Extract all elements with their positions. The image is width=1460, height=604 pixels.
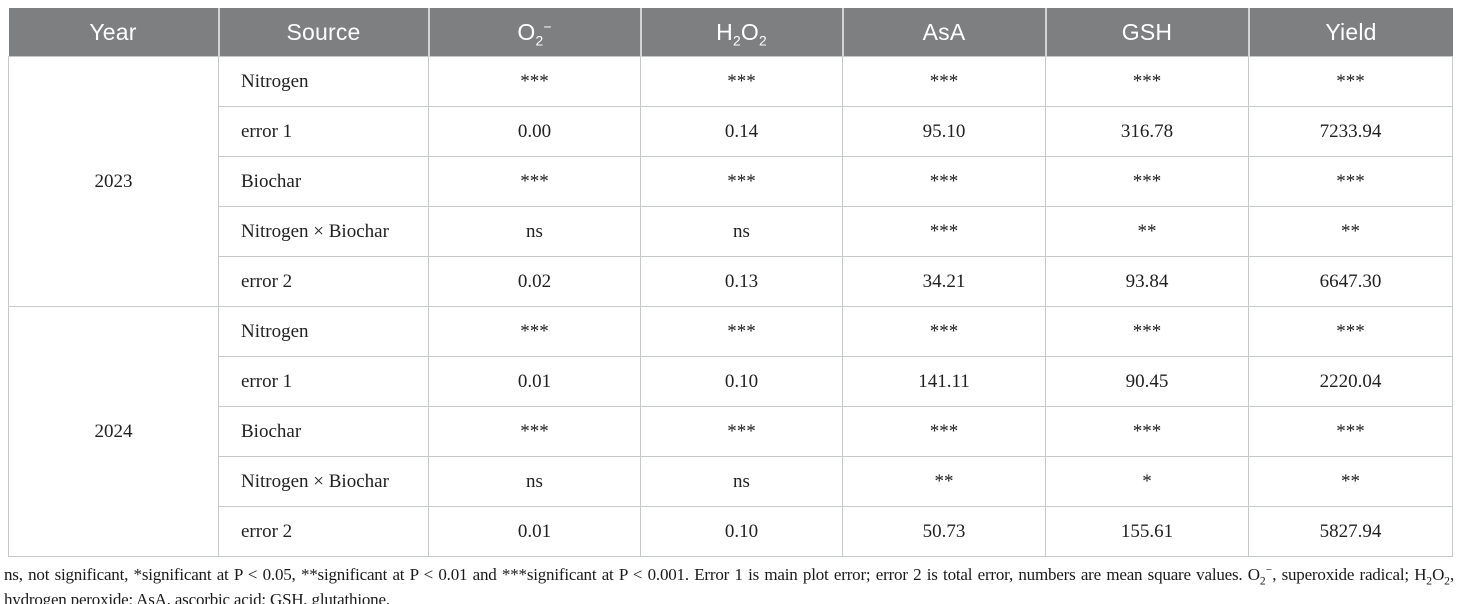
value-cell: 155.61 <box>1045 506 1249 557</box>
value-cell: *** <box>1045 406 1249 457</box>
source-cell: error 1 <box>218 106 429 157</box>
value-cell: ** <box>1045 206 1249 257</box>
year-cell: 2023 <box>8 56 219 307</box>
value-cell: 316.78 <box>1045 106 1249 157</box>
source-cell: error 2 <box>218 256 429 307</box>
source-cell: Nitrogen <box>218 306 429 357</box>
anova-table-page: Year Source O2− H2O2 AsA GSH Yield 2023 … <box>8 8 1453 557</box>
footnote-o2-subscript: 2 <box>1259 574 1266 588</box>
column-header-o2: O2− <box>428 8 642 57</box>
header-h2o2-sub2: 2 <box>758 33 767 49</box>
column-header-asa: AsA <box>842 8 1047 57</box>
value-cell: *** <box>428 56 641 107</box>
footnote-o2-superscript-minus: − <box>1265 563 1273 577</box>
footnote: ns, not significant, *significant at P <… <box>4 563 1454 604</box>
header-o2-superscript-minus: − <box>543 18 552 34</box>
footnote-h2o2-sub2: 2 <box>1444 574 1450 588</box>
value-cell: 5827.94 <box>1248 506 1453 557</box>
value-cell: *** <box>1248 56 1453 107</box>
value-cell: 0.10 <box>640 356 843 407</box>
value-cell: *** <box>1248 156 1453 207</box>
value-cell: 0.14 <box>640 106 843 157</box>
value-cell: 0.01 <box>428 506 641 557</box>
value-cell: *** <box>1045 56 1249 107</box>
source-cell: Nitrogen <box>218 56 429 107</box>
value-cell: 50.73 <box>842 506 1046 557</box>
anova-table: Year Source O2− H2O2 AsA GSH Yield 2023 … <box>8 8 1453 557</box>
value-cell: *** <box>842 306 1046 357</box>
value-cell: *** <box>640 406 843 457</box>
table-row: Nitrogen × Biochar ns ns ** * ** <box>9 456 1453 507</box>
footnote-h2o2-sub1: 2 <box>1426 574 1433 588</box>
value-cell: *** <box>842 406 1046 457</box>
table-row: error 1 0.01 0.10 141.11 90.45 2220.04 <box>9 356 1453 407</box>
value-cell: *** <box>842 206 1046 257</box>
column-header-h2o2: H2O2 <box>640 8 844 57</box>
value-cell: ns <box>640 206 843 257</box>
value-cell: ns <box>428 206 641 257</box>
value-cell: 0.02 <box>428 256 641 307</box>
year-cell: 2024 <box>8 306 219 557</box>
value-cell: 0.13 <box>640 256 843 307</box>
value-cell: 141.11 <box>842 356 1046 407</box>
value-cell: 90.45 <box>1045 356 1249 407</box>
value-cell: *** <box>842 56 1046 107</box>
source-cell: error 2 <box>218 506 429 557</box>
value-cell: *** <box>1045 306 1249 357</box>
value-cell: *** <box>842 156 1046 207</box>
header-h2o2-h: H <box>716 18 733 45</box>
value-cell: *** <box>1248 406 1453 457</box>
header-row: Year Source O2− H2O2 AsA GSH Yield <box>8 8 1453 57</box>
value-cell: *** <box>640 306 843 357</box>
footnote-text: , hydrogen peroxide; AsA, ascorbic acid;… <box>4 565 1454 604</box>
header-o2-subscript: 2 <box>535 33 544 49</box>
source-cell: Biochar <box>218 406 429 457</box>
footnote-text: , superoxide radical; H <box>1272 565 1427 584</box>
value-cell: 0.00 <box>428 106 641 157</box>
source-cell: Nitrogen × Biochar <box>218 206 429 257</box>
value-cell: * <box>1045 456 1249 507</box>
table-row: Biochar *** *** *** *** *** <box>9 406 1453 457</box>
value-cell: 0.10 <box>640 506 843 557</box>
value-cell: 2220.04 <box>1248 356 1453 407</box>
source-cell: Biochar <box>218 156 429 207</box>
table-row: 2024 Nitrogen *** *** *** *** *** <box>8 306 1453 557</box>
column-header-source: Source <box>218 8 430 57</box>
value-cell: 34.21 <box>842 256 1046 307</box>
table-row: error 2 0.01 0.10 50.73 155.61 5827.94 <box>9 506 1453 557</box>
value-cell: ** <box>1248 206 1453 257</box>
value-cell: *** <box>640 156 843 207</box>
table-row: error 1 0.00 0.14 95.10 316.78 7233.94 <box>9 106 1453 157</box>
value-cell: 0.01 <box>428 356 641 407</box>
table-row: 2023 Nitrogen *** *** *** *** *** <box>8 56 1453 307</box>
value-cell: *** <box>1248 306 1453 357</box>
footnote-text: O <box>1432 565 1445 584</box>
value-cell: ns <box>428 456 641 507</box>
table-row: Biochar *** *** *** *** *** <box>9 156 1453 207</box>
value-cell: *** <box>428 306 641 357</box>
value-cell: *** <box>428 156 641 207</box>
value-cell: ns <box>640 456 843 507</box>
table-row: error 2 0.02 0.13 34.21 93.84 6647.30 <box>9 256 1453 307</box>
value-cell: *** <box>428 406 641 457</box>
column-header-year: Year <box>8 8 220 57</box>
column-header-gsh: GSH <box>1045 8 1250 57</box>
header-o2-base: O <box>517 18 536 45</box>
table-row: Nitrogen × Biochar ns ns *** ** ** <box>9 206 1453 257</box>
value-cell: 6647.30 <box>1248 256 1453 307</box>
value-cell: 7233.94 <box>1248 106 1453 157</box>
header-h2o2-sub1: 2 <box>732 33 741 49</box>
column-header-yield: Yield <box>1248 8 1453 57</box>
value-cell: ** <box>842 456 1046 507</box>
source-cell: Nitrogen × Biochar <box>218 456 429 507</box>
value-cell: 95.10 <box>842 106 1046 157</box>
source-cell: error 1 <box>218 356 429 407</box>
header-h2o2-o: O <box>740 18 759 45</box>
value-cell: ** <box>1248 456 1453 507</box>
value-cell: *** <box>1045 156 1249 207</box>
value-cell: *** <box>640 56 843 107</box>
value-cell: 93.84 <box>1045 256 1249 307</box>
footnote-text: ns, not significant, *significant at P <… <box>4 565 1260 584</box>
